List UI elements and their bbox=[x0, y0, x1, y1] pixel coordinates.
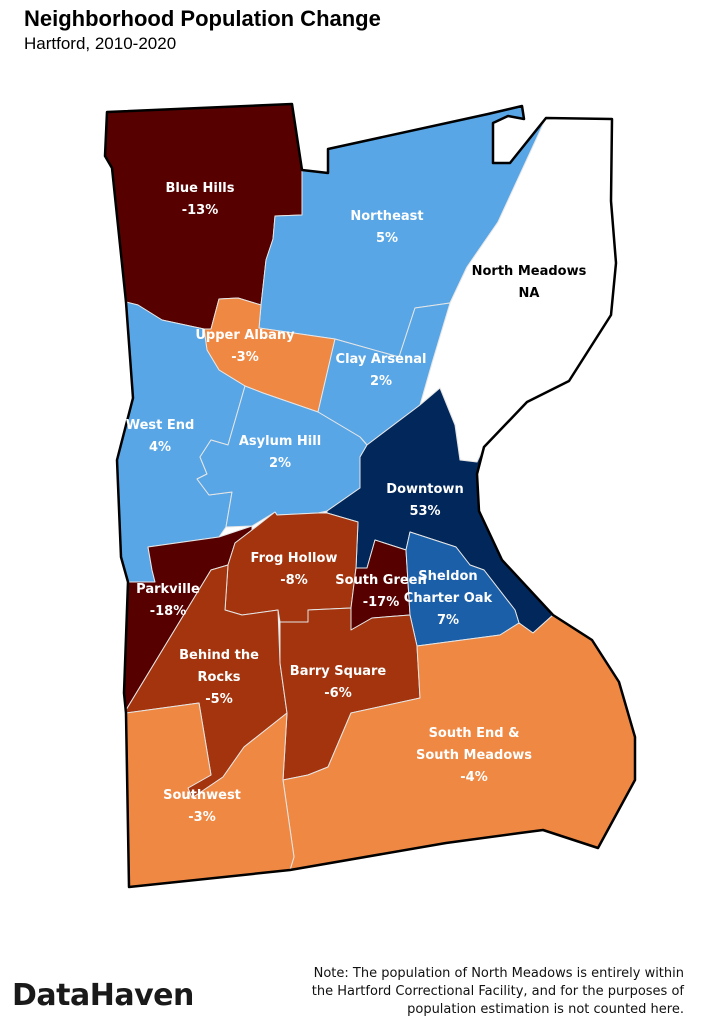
region-value-label: 2% bbox=[269, 456, 291, 471]
region-name-label: South Green bbox=[335, 573, 427, 588]
footnote-line: population estimation is not counted her… bbox=[407, 1002, 684, 1017]
region-name-label: Northeast bbox=[350, 209, 423, 224]
region-name-label: Asylum Hill bbox=[239, 434, 321, 449]
region-name-label: Rocks bbox=[197, 670, 240, 685]
region-name-label: Blue Hills bbox=[166, 181, 235, 196]
region-name-label: West End bbox=[126, 418, 195, 433]
region-name-label: Sheldon bbox=[418, 569, 477, 584]
region-name-label: Behind the bbox=[179, 648, 259, 663]
region-name-label: Upper Albany bbox=[195, 328, 295, 343]
region-name-label: North Meadows bbox=[472, 264, 587, 279]
region-value-label: -8% bbox=[280, 573, 307, 588]
region-name-label: Barry Square bbox=[290, 664, 387, 679]
region-name-label: South End & bbox=[429, 726, 520, 741]
region-value-label: 4% bbox=[149, 440, 171, 455]
region-value-label: -3% bbox=[231, 350, 258, 365]
region-value-label: -13% bbox=[182, 203, 219, 218]
region-name-label: Clay Arsenal bbox=[336, 352, 427, 367]
footnote: Note: The population of North Meadows is… bbox=[264, 965, 684, 1019]
region-name-label: South Meadows bbox=[416, 748, 532, 763]
region-name-label: Southwest bbox=[163, 788, 241, 803]
region-name-label: Charter Oak bbox=[404, 591, 493, 606]
map-title: Neighborhood Population Change bbox=[24, 6, 381, 31]
region-value-label: 5% bbox=[376, 231, 398, 246]
region-value-label: -6% bbox=[324, 686, 351, 701]
region-value-label: -4% bbox=[460, 770, 487, 785]
region-value-label: -5% bbox=[205, 692, 232, 707]
region-value-label: 53% bbox=[409, 504, 440, 519]
region-value-label: -18% bbox=[150, 604, 187, 619]
footnote-line: the Hartford Correctional Facility, and … bbox=[311, 984, 684, 999]
map-subtitle: Hartford, 2010-2020 bbox=[24, 34, 177, 53]
region-value-label: -3% bbox=[188, 810, 215, 825]
city-boundary bbox=[103, 102, 637, 889]
region-name-label: Downtown bbox=[386, 482, 463, 497]
footnote-line: Note: The population of North Meadows is… bbox=[313, 966, 684, 981]
region-value-label: -17% bbox=[363, 595, 400, 610]
region-value-label: NA bbox=[519, 286, 540, 301]
datahaven-logo: DataHaven bbox=[12, 978, 194, 1013]
region-name-label: Frog Hollow bbox=[251, 551, 338, 566]
region-name-label: Parkville bbox=[136, 582, 200, 597]
region-value-label: 7% bbox=[437, 613, 459, 628]
region-value-label: 2% bbox=[370, 374, 392, 389]
